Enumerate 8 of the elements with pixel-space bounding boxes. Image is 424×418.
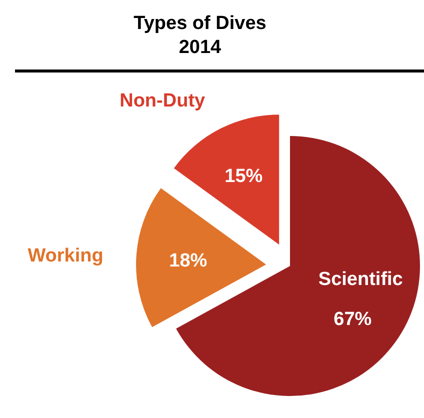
data-label: 67% (334, 309, 372, 330)
slice-label: Non-Duty (120, 90, 206, 112)
slice-label: Working (28, 245, 104, 266)
chart-title: Types of Dives (134, 13, 266, 34)
data-label: 15% (224, 166, 263, 188)
slice-label: Scientific (318, 269, 404, 290)
data-label: 18% (169, 250, 208, 272)
chart-subtitle: 2014 (178, 37, 222, 58)
